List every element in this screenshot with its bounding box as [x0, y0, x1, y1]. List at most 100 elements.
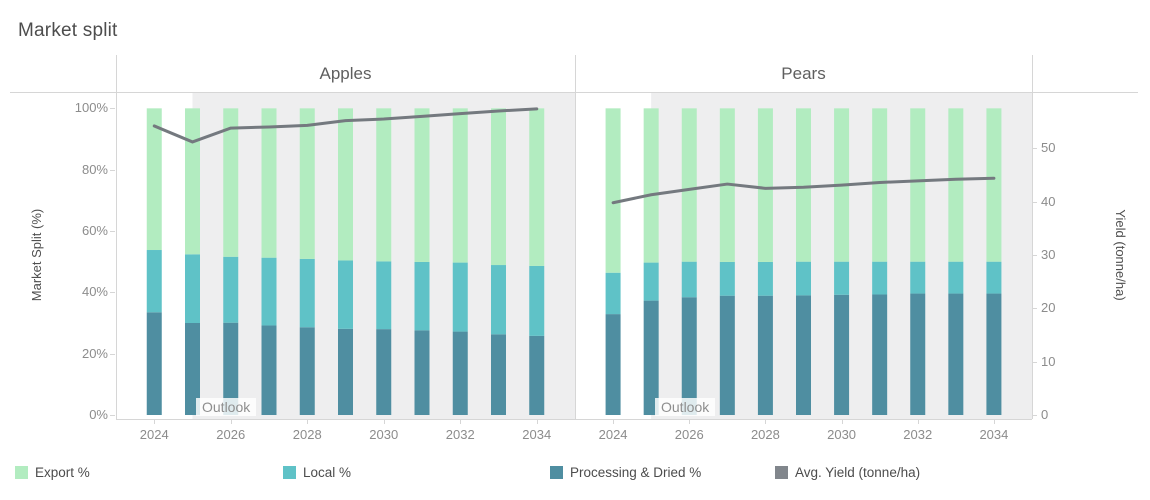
bar-local-2034[interactable]	[986, 261, 1002, 294]
y-right-tick-label: 40	[1041, 193, 1056, 209]
bar-export-2025[interactable]	[643, 108, 659, 263]
bar-export-2032[interactable]	[452, 108, 468, 263]
bar-export-2030[interactable]	[376, 108, 392, 262]
bar-processing-2027[interactable]	[719, 295, 735, 415]
bar-processing-2033[interactable]	[491, 334, 506, 415]
y-left-tick-label: 20%	[81, 345, 108, 361]
legend-item-processing[interactable]: Processing & Dried %	[550, 463, 701, 481]
bar-local-2028[interactable]	[299, 258, 315, 328]
bar-processing-2029[interactable]	[338, 328, 353, 415]
bar-local-2025[interactable]	[185, 254, 200, 323]
bar-local-2032[interactable]	[910, 261, 926, 294]
x-tick-label: 2024	[598, 427, 628, 442]
y-right-tick-label: 50	[1041, 140, 1056, 156]
panel-apples: Apples Outlook	[116, 55, 575, 419]
bar-export-2026[interactable]	[223, 108, 239, 257]
bar-export-2028[interactable]	[299, 108, 315, 259]
bar-local-2024[interactable]	[605, 272, 621, 315]
bar-local-2030[interactable]	[376, 261, 392, 330]
bar-export-2025[interactable]	[185, 108, 200, 255]
bar-local-2032[interactable]	[452, 262, 468, 332]
x-tick-label: 2026	[216, 427, 246, 442]
bar-local-2028[interactable]	[757, 261, 773, 296]
bar-processing-2032[interactable]	[452, 331, 468, 415]
bar-processing-2033[interactable]	[948, 293, 964, 415]
panel-title-pears: Pears	[781, 63, 826, 83]
bar-processing-2026[interactable]	[681, 297, 697, 415]
bar-processing-2031[interactable]	[414, 330, 430, 415]
yield-swatch-icon	[775, 465, 788, 479]
bar-local-2026[interactable]	[223, 256, 239, 323]
export-swatch-icon	[15, 465, 28, 479]
bar-local-2034[interactable]	[529, 265, 545, 336]
bar-processing-2029[interactable]	[796, 295, 811, 415]
bar-processing-2026[interactable]	[223, 322, 239, 415]
bar-local-2029[interactable]	[338, 260, 353, 329]
bar-export-2029[interactable]	[338, 108, 353, 261]
x-tick-label: 2032	[903, 427, 933, 442]
x-tick-label: 2028	[292, 427, 322, 442]
bar-processing-2024[interactable]	[146, 312, 162, 415]
y-left-tick-label: 100%	[74, 100, 108, 116]
bar-processing-2032[interactable]	[910, 293, 926, 415]
y-left-tick-mark	[110, 415, 115, 416]
bar-local-2031[interactable]	[414, 261, 430, 331]
y-right-tick-mark	[1032, 201, 1037, 203]
bar-local-2031[interactable]	[872, 261, 888, 295]
bar-local-2024[interactable]	[146, 250, 162, 313]
bar-processing-2027[interactable]	[261, 325, 277, 415]
bar-processing-2028[interactable]	[299, 327, 315, 415]
bar-export-2027[interactable]	[261, 108, 277, 258]
x-tick-mark	[460, 419, 462, 424]
y-right-tick-label: 0	[1041, 407, 1049, 422]
y-axis-title-right: Yield (tonne/ha)	[1113, 209, 1128, 301]
y-left-tick-label: 40%	[81, 284, 108, 300]
y-axis-title-left: Market Split (%)	[29, 208, 44, 302]
bar-export-2026[interactable]	[681, 108, 697, 262]
bar-local-2027[interactable]	[719, 261, 735, 296]
bar-local-2026[interactable]	[681, 261, 697, 298]
bar-export-2032[interactable]	[910, 108, 926, 262]
bar-local-2025[interactable]	[643, 262, 659, 301]
bar-processing-2025[interactable]	[643, 300, 659, 415]
x-tick-mark	[993, 419, 995, 424]
y-left-tick-label: 60%	[81, 223, 108, 238]
bar-export-2034[interactable]	[529, 108, 545, 266]
bar-processing-2031[interactable]	[872, 294, 888, 415]
bar-local-2029[interactable]	[796, 261, 811, 296]
legend-item-local[interactable]: Local %	[283, 463, 351, 481]
bar-export-2024[interactable]	[146, 108, 162, 251]
bar-local-2033[interactable]	[491, 265, 506, 335]
bar-processing-2025[interactable]	[185, 322, 200, 415]
bar-processing-2028[interactable]	[757, 295, 773, 415]
yield-line[interactable]	[611, 176, 996, 205]
y-right-tick-mark	[1032, 148, 1037, 150]
bar-local-2027[interactable]	[261, 257, 277, 326]
legend-item-export[interactable]: Export %	[15, 463, 90, 481]
bar-processing-2030[interactable]	[376, 329, 392, 415]
bar-export-2028[interactable]	[757, 108, 773, 262]
y-left-tick-mark	[110, 231, 115, 232]
bar-export-2029[interactable]	[796, 108, 811, 262]
bar-processing-2030[interactable]	[834, 294, 850, 415]
yield-line[interactable]	[152, 107, 539, 144]
bar-export-2031[interactable]	[872, 108, 888, 262]
bar-export-2024[interactable]	[605, 108, 621, 273]
bar-export-2033[interactable]	[491, 108, 506, 266]
bar-export-2033[interactable]	[948, 108, 964, 262]
bar-export-2034[interactable]	[986, 108, 1002, 262]
panel-pears: Pears Outlook	[575, 55, 1032, 419]
x-tick-mark	[154, 419, 156, 424]
bar-processing-2034[interactable]	[529, 335, 545, 415]
bar-export-2031[interactable]	[414, 108, 430, 262]
pears-plot	[605, 93, 1032, 419]
legend-item-yield[interactable]: Avg. Yield (tonne/ha)	[775, 463, 920, 481]
bar-processing-2024[interactable]	[605, 314, 621, 415]
bar-local-2030[interactable]	[834, 261, 850, 295]
legend: Export % Local % Processing & Dried % Av…	[0, 463, 1150, 487]
local-swatch-icon	[283, 465, 296, 479]
x-tick-label: 2030	[369, 427, 399, 442]
bar-local-2033[interactable]	[948, 261, 964, 294]
bar-processing-2034[interactable]	[986, 293, 1002, 415]
